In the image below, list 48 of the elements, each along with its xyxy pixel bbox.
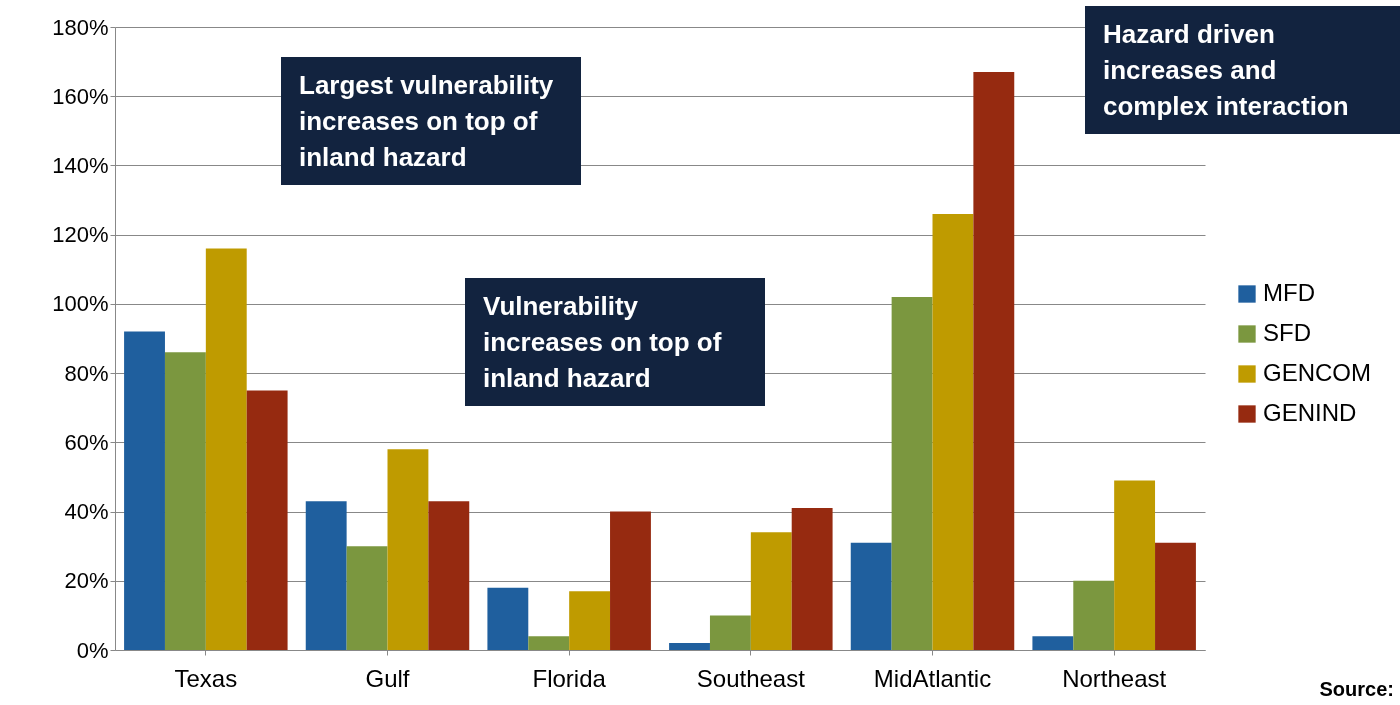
x-tick-label: Southeast (696, 664, 806, 692)
bar (205, 248, 247, 650)
y-tick-label: 20% (64, 568, 109, 594)
bar (246, 390, 288, 650)
bar (1073, 580, 1115, 650)
bar (669, 643, 710, 650)
bar (973, 71, 1015, 650)
legend-label: MFD (1263, 279, 1315, 306)
y-tick-label: 0% (76, 637, 109, 663)
y-tick-label: 120% (52, 222, 109, 248)
y-tick-label: 160% (52, 83, 109, 109)
bar (1032, 636, 1074, 650)
bar (124, 331, 165, 650)
x-tick-label: MidAtlantic (873, 664, 992, 692)
bar (610, 511, 651, 650)
bar (346, 546, 388, 650)
y-tick-label: 80% (64, 360, 109, 386)
bar (387, 449, 429, 650)
y-tick-label: 100% (52, 291, 109, 317)
y-tick-label: 140% (52, 152, 109, 178)
bar (164, 352, 206, 650)
bar (891, 296, 933, 650)
x-tick-label: Gulf (365, 664, 410, 692)
bar (487, 587, 529, 650)
annotation: Vulnerability increases on top of inland hazard (465, 278, 765, 406)
bar (1155, 542, 1196, 650)
bar (750, 532, 792, 650)
bar (569, 591, 611, 650)
bar (1114, 480, 1156, 650)
bar (305, 501, 347, 650)
bar (709, 615, 751, 650)
annotation: Largest vulnerability increases on top of inland hazard (281, 57, 581, 185)
bar (428, 501, 470, 650)
legend-label: GENIND (1263, 399, 1357, 426)
bar (528, 636, 570, 650)
x-tick-label: Florida (532, 664, 607, 692)
legend-label: GENCOM (1263, 359, 1371, 386)
x-tick-label: Texas (174, 664, 238, 692)
bar (932, 213, 974, 650)
y-tick-label: 180% (52, 14, 109, 40)
bar (791, 508, 833, 650)
x-tick-label: Northeast (1062, 664, 1167, 692)
y-tick-label: 40% (64, 499, 109, 525)
bar (850, 542, 892, 650)
legend-label: SFD (1263, 319, 1311, 346)
y-tick-label: 60% (64, 429, 109, 455)
annotation: Hazard driven increases and complex interaction (1085, 6, 1400, 134)
source-note: Source: (1319, 678, 1394, 701)
